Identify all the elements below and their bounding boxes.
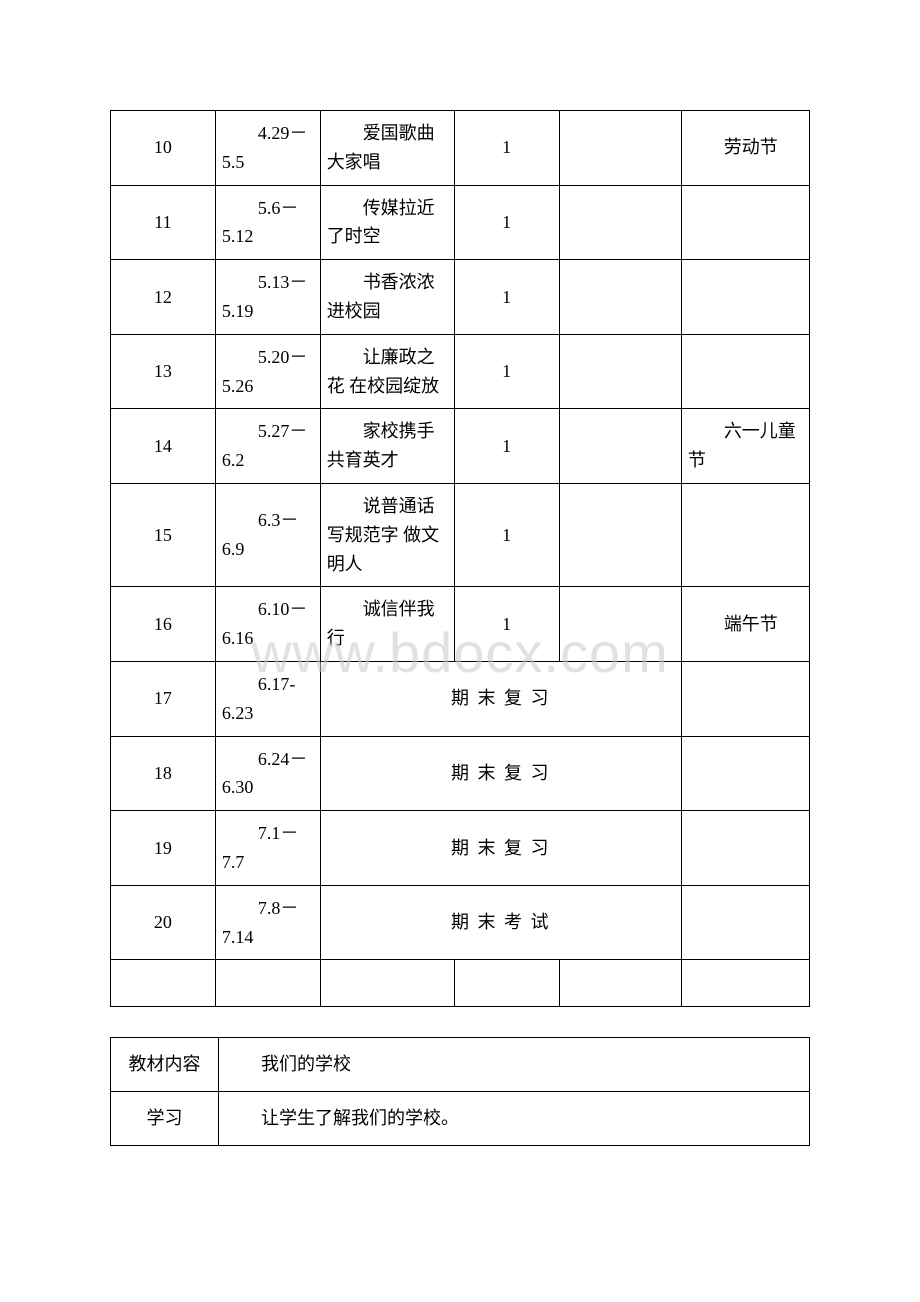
- cell-note: [681, 334, 809, 409]
- cell-date: 6.10－6.16: [215, 587, 320, 662]
- cell-topic: 说普通话 写规范字 做文明人: [320, 483, 454, 586]
- cell-date: 7.1－7.7: [215, 811, 320, 886]
- table-row: 13 5.20－5.26 让廉政之花 在校园绽放 1: [111, 334, 810, 409]
- cell-label: 教材内容: [111, 1038, 219, 1092]
- table-row: 12 5.13－5.19 书香浓浓进校园 1: [111, 260, 810, 335]
- table-row: 学习 让学生了解我们的学校。: [111, 1092, 810, 1146]
- cell-week: 16: [111, 587, 216, 662]
- cell-blank: [559, 483, 681, 586]
- table-row: 18 6.24－6.30 期 末 复 习: [111, 736, 810, 811]
- cell-empty: [454, 960, 559, 1007]
- cell-merged: 期 末 复 习: [320, 661, 681, 736]
- cell-topic: 家校携手 共育英才: [320, 409, 454, 484]
- cell-count: 1: [454, 185, 559, 260]
- cell-value: 让学生了解我们的学校。: [219, 1092, 810, 1146]
- cell-date: 7.8－7.14: [215, 885, 320, 960]
- table-row: 19 7.1－7.7 期 末 复 习: [111, 811, 810, 886]
- cell-date: 4.29－5.5: [215, 111, 320, 186]
- schedule-table: 10 4.29－5.5 爱国歌曲 大家唱 1 劳动节 11 5.6－5.12 传…: [110, 110, 810, 1007]
- cell-blank: [559, 185, 681, 260]
- cell-count: 1: [454, 334, 559, 409]
- table-row: 14 5.27－6.2 家校携手 共育英才 1 六一儿童节: [111, 409, 810, 484]
- cell-topic: 诚信伴我行: [320, 587, 454, 662]
- material-table: 教材内容 我们的学校 学习 让学生了解我们的学校。: [110, 1037, 810, 1146]
- cell-topic: 书香浓浓进校园: [320, 260, 454, 335]
- cell-week: 12: [111, 260, 216, 335]
- cell-note: [681, 185, 809, 260]
- cell-value: 我们的学校: [219, 1038, 810, 1092]
- cell-empty: [215, 960, 320, 1007]
- table-row: 16 6.10－6.16 诚信伴我行 1 端午节: [111, 587, 810, 662]
- table-row: 15 6.3－6.9 说普通话 写规范字 做文明人 1: [111, 483, 810, 586]
- cell-blank: [559, 334, 681, 409]
- cell-empty: [320, 960, 454, 1007]
- cell-topic: 爱国歌曲 大家唱: [320, 111, 454, 186]
- cell-count: 1: [454, 409, 559, 484]
- cell-week: 10: [111, 111, 216, 186]
- cell-week: 11: [111, 185, 216, 260]
- cell-date: 5.27－6.2: [215, 409, 320, 484]
- table-row: 10 4.29－5.5 爱国歌曲 大家唱 1 劳动节: [111, 111, 810, 186]
- cell-week: 19: [111, 811, 216, 886]
- cell-week: 17: [111, 661, 216, 736]
- cell-note: 端午节: [681, 587, 809, 662]
- cell-label: 学习: [111, 1092, 219, 1146]
- cell-merged: 期 末 复 习: [320, 736, 681, 811]
- cell-blank: [559, 587, 681, 662]
- cell-count: 1: [454, 260, 559, 335]
- cell-week: 13: [111, 334, 216, 409]
- cell-blank: [559, 409, 681, 484]
- cell-note: [681, 260, 809, 335]
- cell-week: 15: [111, 483, 216, 586]
- cell-note: 劳动节: [681, 111, 809, 186]
- cell-week: 20: [111, 885, 216, 960]
- cell-week: 18: [111, 736, 216, 811]
- table-row: 11 5.6－5.12 传媒拉近了时空 1: [111, 185, 810, 260]
- cell-date: 6.3－6.9: [215, 483, 320, 586]
- cell-empty: [681, 960, 809, 1007]
- cell-empty: [559, 960, 681, 1007]
- cell-date: 5.13－5.19: [215, 260, 320, 335]
- cell-empty: [111, 960, 216, 1007]
- cell-blank: [559, 260, 681, 335]
- cell-merged: 期 末 复 习: [320, 811, 681, 886]
- table-row: 17 6.17-6.23 期 末 复 习: [111, 661, 810, 736]
- table-row: 教材内容 我们的学校: [111, 1038, 810, 1092]
- cell-blank: [559, 111, 681, 186]
- cell-count: 1: [454, 111, 559, 186]
- cell-topic: 让廉政之花 在校园绽放: [320, 334, 454, 409]
- cell-note: [681, 885, 809, 960]
- cell-date: 5.6－5.12: [215, 185, 320, 260]
- cell-date: 6.24－6.30: [215, 736, 320, 811]
- cell-note: [681, 811, 809, 886]
- cell-date: 6.17-6.23: [215, 661, 320, 736]
- cell-merged: 期 末 考 试: [320, 885, 681, 960]
- cell-date: 5.20－5.26: [215, 334, 320, 409]
- cell-note: [681, 736, 809, 811]
- cell-note: [681, 661, 809, 736]
- table-row-empty: [111, 960, 810, 1007]
- cell-note: [681, 483, 809, 586]
- cell-count: 1: [454, 483, 559, 586]
- cell-week: 14: [111, 409, 216, 484]
- cell-note: 六一儿童节: [681, 409, 809, 484]
- cell-topic: 传媒拉近了时空: [320, 185, 454, 260]
- table-row: 20 7.8－7.14 期 末 考 试: [111, 885, 810, 960]
- cell-count: 1: [454, 587, 559, 662]
